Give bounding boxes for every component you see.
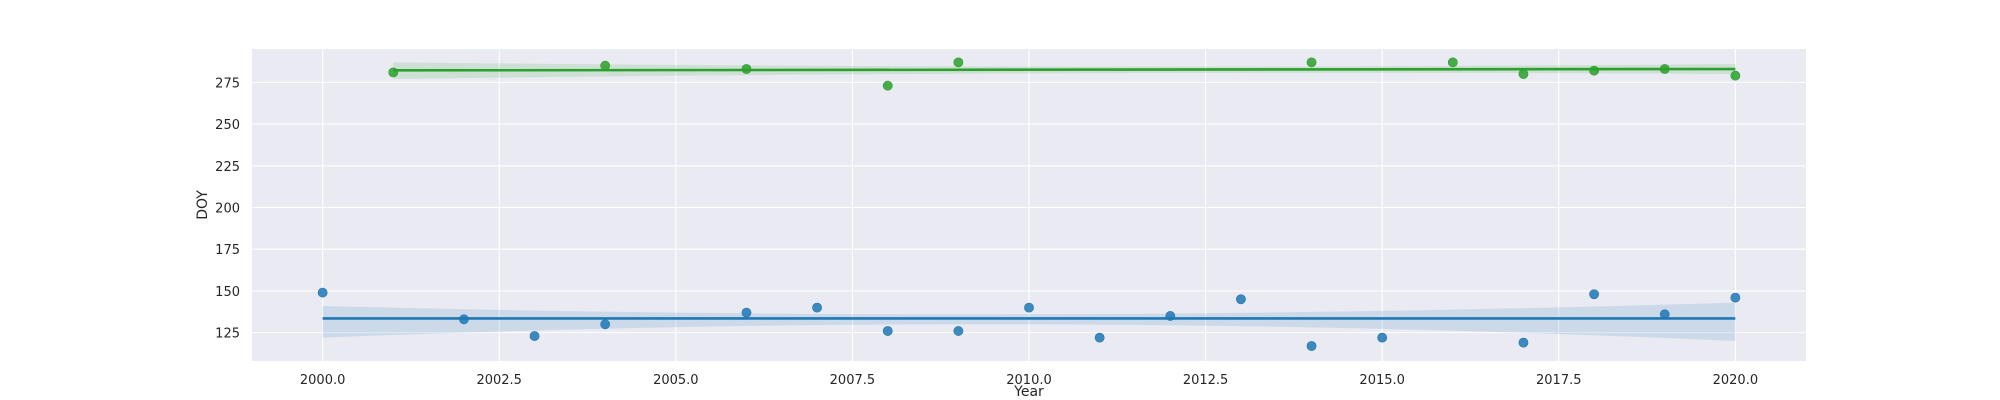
- data-point-0: [882, 326, 893, 336]
- data-point-1: [1659, 64, 1670, 74]
- y-tick-label: 150: [215, 285, 240, 300]
- regression-lines: [322, 67, 1736, 320]
- data-point-0: [1589, 289, 1599, 300]
- data-point-0: [1518, 337, 1529, 348]
- data-point-0: [317, 287, 328, 298]
- data-point-1: [388, 67, 399, 78]
- x-tick-labels: 2000.0 2002.5 2005.0 2007.5 2010.0 2012.5 2015…: [300, 373, 1758, 388]
- y-tick-label: 275: [215, 76, 240, 91]
- data-point-0: [953, 326, 964, 336]
- x-tick-label: 2005.0: [653, 373, 699, 388]
- data-point-0: [1659, 309, 1670, 320]
- x-tick-label: 2007.5: [830, 373, 876, 388]
- y-tick-labels: 125 150 175 200 225 250 275: [215, 76, 240, 341]
- data-point-0: [1094, 332, 1105, 343]
- data-point-1: [1447, 57, 1458, 68]
- data-point-1: [882, 80, 893, 91]
- y-tick-label: 225: [215, 160, 240, 175]
- x-tick-label: 2010.0: [1006, 373, 1052, 388]
- data-point-1: [1306, 57, 1317, 68]
- y-tick-label: 200: [215, 202, 240, 217]
- data-point-0: [1236, 294, 1246, 305]
- data-point-0: [459, 314, 469, 325]
- data-point-0: [1377, 332, 1388, 343]
- x-axis-label: Year: [1013, 384, 1044, 400]
- regression-line-1: [393, 67, 1736, 72]
- data-point-1: [1589, 65, 1599, 76]
- y-tick-label: 175: [215, 243, 240, 258]
- data-point-0: [600, 319, 611, 330]
- data-point-1: [741, 64, 752, 74]
- data-points: [317, 57, 1741, 351]
- y-tick-label: 125: [215, 327, 240, 342]
- x-tick-label: 2002.5: [476, 373, 522, 388]
- data-point-0: [1024, 302, 1034, 313]
- y-tick-label: 250: [215, 118, 240, 133]
- grid: [252, 49, 1806, 361]
- data-point-0: [1730, 292, 1741, 303]
- data-point-0: [1306, 341, 1317, 351]
- x-tick-label: 2000.0: [300, 373, 346, 388]
- data-point-1: [953, 57, 964, 68]
- data-point-1: [1730, 70, 1741, 81]
- y-axis-label: DOY: [195, 190, 211, 220]
- x-tick-label: 2012.5: [1183, 373, 1229, 388]
- x-tick-label: 2017.5: [1536, 373, 1582, 388]
- x-tick-label: 2020.0: [1713, 373, 1759, 388]
- data-point-1: [1518, 69, 1529, 79]
- data-point-0: [741, 307, 752, 318]
- data-point-0: [529, 331, 540, 341]
- data-point-0: [1165, 311, 1176, 321]
- data-point-0: [812, 302, 822, 313]
- confidence-band-0: [322, 302, 1736, 341]
- data-point-1: [600, 60, 611, 71]
- x-tick-label: 2015.0: [1359, 373, 1405, 388]
